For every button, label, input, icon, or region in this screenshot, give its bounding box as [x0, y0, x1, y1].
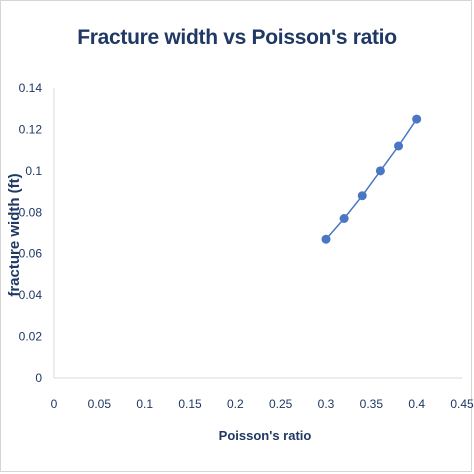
x-axis-label: Poisson's ratio: [218, 428, 312, 443]
x-tick-label: 0: [51, 397, 58, 411]
data-point: [412, 114, 422, 124]
x-tick-label: 0.2: [227, 397, 244, 411]
data-point: [394, 141, 404, 151]
x-tick-label: 0.25: [269, 397, 293, 411]
y-tick-label: 0.04: [19, 288, 43, 302]
y-tick-label: 0.08: [19, 205, 43, 219]
series-line: [325, 118, 418, 240]
x-tick-label: 0.15: [178, 397, 202, 411]
x-tick-label: 0.05: [88, 397, 112, 411]
chart-title: Fracture width vs Poisson's ratio: [77, 26, 397, 49]
x-tick-label: 0.3: [318, 397, 335, 411]
y-tick-label: 0.14: [19, 81, 43, 95]
data-point: [357, 191, 367, 201]
y-tick-label: 0.1: [25, 164, 42, 178]
x-tick-label: 0.1: [136, 397, 153, 411]
y-tick-label: 0.12: [19, 122, 43, 136]
y-tick-label: 0: [35, 371, 42, 385]
data-point: [375, 166, 385, 176]
data-point: [339, 214, 349, 223]
y-tick-label: 0.06: [19, 247, 43, 261]
data-point: [321, 234, 331, 244]
y-tick-label: 0.02: [19, 330, 43, 344]
x-tick-label: 0.4: [408, 397, 425, 411]
x-tick-label: 0.45: [450, 397, 474, 411]
x-tick-label: 0.35: [360, 397, 384, 411]
